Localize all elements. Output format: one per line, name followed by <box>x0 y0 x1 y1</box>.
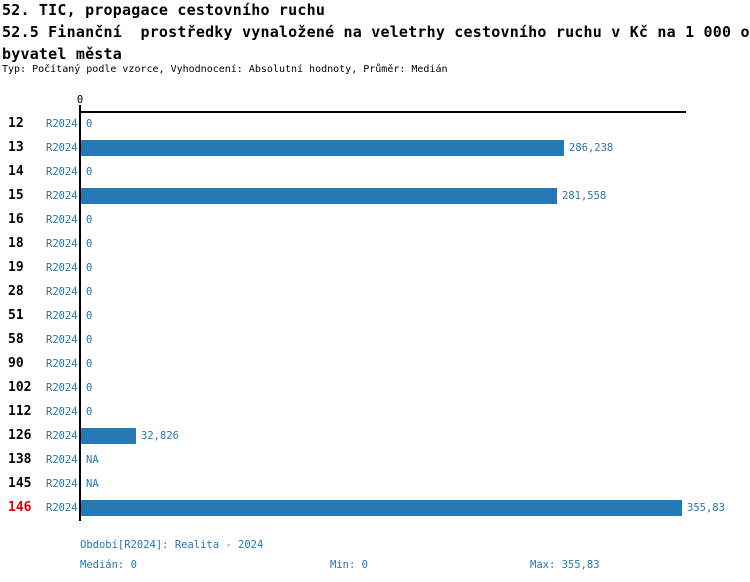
row-bar <box>81 188 557 204</box>
chart-row: 145 R2024 NA <box>0 472 750 496</box>
chart-row: 14 R2024 0 <box>0 160 750 184</box>
page-title-line-2: 52.5 Finanční prostředky vynaložené na v… <box>2 23 750 41</box>
footer-max-stat: Max: 355,83 <box>530 559 600 571</box>
row-value-label: 0 <box>86 406 93 418</box>
row-id-label: 12 <box>8 116 24 131</box>
footer-period-label: Období[R2024]: Realita - 2024 <box>80 539 264 551</box>
row-id-label: 145 <box>8 476 32 491</box>
row-period-label: R2024 <box>46 406 78 418</box>
y-axis-line <box>79 105 81 521</box>
row-bar <box>81 140 564 156</box>
row-id-label: 28 <box>8 284 24 299</box>
row-id-label: 102 <box>8 380 32 395</box>
row-period-label: R2024 <box>46 214 78 226</box>
chart-row: 102 R2024 0 <box>0 376 750 400</box>
row-period-label: R2024 <box>46 502 78 514</box>
chart-row: 90 R2024 0 <box>0 352 750 376</box>
row-id-label: 14 <box>8 164 24 179</box>
row-value-label: NA <box>86 454 99 466</box>
row-id-label: 16 <box>8 212 24 227</box>
chart-row: 12 R2024 0 <box>0 112 750 136</box>
row-period-label: R2024 <box>46 358 78 370</box>
chart-row: 126 R2024 32,826 <box>0 424 750 448</box>
row-value-label: 0 <box>86 166 93 178</box>
row-period-label: R2024 <box>46 190 78 202</box>
row-period-label: R2024 <box>46 430 78 442</box>
page-title-line-3: byvatel města <box>2 45 122 63</box>
row-period-label: R2024 <box>46 166 78 178</box>
row-value-label: 355,83 <box>687 502 725 514</box>
indicator-subtitle: Typ: Počítaný podle vzorce, Vyhodnocení:… <box>2 64 448 75</box>
row-value-label: 0 <box>86 382 93 394</box>
row-id-label: 13 <box>8 140 24 155</box>
row-period-label: R2024 <box>46 478 78 490</box>
row-period-label: R2024 <box>46 142 78 154</box>
row-value-label: 0 <box>86 214 93 226</box>
chart-row: 16 R2024 0 <box>0 208 750 232</box>
footer-min-stat: Min: 0 <box>330 559 368 571</box>
row-id-label: 58 <box>8 332 24 347</box>
row-period-label: R2024 <box>46 334 78 346</box>
chart-row: 19 R2024 0 <box>0 256 750 280</box>
row-id-label: 90 <box>8 356 24 371</box>
chart-row: 15 R2024 281,558 <box>0 184 750 208</box>
row-period-label: R2024 <box>46 286 78 298</box>
row-period-label: R2024 <box>46 310 78 322</box>
row-id-label: 126 <box>8 428 32 443</box>
chart-row: 58 R2024 0 <box>0 328 750 352</box>
x-axis-tick-label-zero: 0 <box>76 94 84 106</box>
row-id-label: 51 <box>8 308 24 323</box>
chart-row: 28 R2024 0 <box>0 280 750 304</box>
row-id-label: 138 <box>8 452 32 467</box>
x-axis-line <box>80 111 686 113</box>
row-period-label: R2024 <box>46 118 78 130</box>
row-bar <box>81 500 682 516</box>
row-id-label: 146 <box>8 500 32 515</box>
chart-row: 112 R2024 0 <box>0 400 750 424</box>
row-value-label: 286,238 <box>569 142 614 154</box>
row-id-label: 19 <box>8 260 24 275</box>
row-id-label: 15 <box>8 188 24 203</box>
row-value-label: 32,826 <box>141 430 179 442</box>
row-id-label: 112 <box>8 404 32 419</box>
footer-median-stat: Medián: 0 <box>80 559 137 571</box>
row-period-label: R2024 <box>46 262 78 274</box>
chart-row: 146 R2024 355,83 <box>0 496 750 520</box>
row-bar <box>81 428 136 444</box>
row-value-label: 0 <box>86 334 93 346</box>
row-value-label: 0 <box>86 310 93 322</box>
chart-row: 13 R2024 286,238 <box>0 136 750 160</box>
row-value-label: 0 <box>86 286 93 298</box>
row-value-label: NA <box>86 478 99 490</box>
row-period-label: R2024 <box>46 454 78 466</box>
row-value-label: 0 <box>86 358 93 370</box>
page-title-line-1: 52. TIC, propagace cestovního ruchu <box>2 1 326 19</box>
row-period-label: R2024 <box>46 238 78 250</box>
row-period-label: R2024 <box>46 382 78 394</box>
row-id-label: 18 <box>8 236 24 251</box>
chart-row: 138 R2024 NA <box>0 448 750 472</box>
row-value-label: 0 <box>86 238 93 250</box>
chart-row: 51 R2024 0 <box>0 304 750 328</box>
row-value-label: 0 <box>86 262 93 274</box>
chart-row: 18 R2024 0 <box>0 232 750 256</box>
row-value-label: 281,558 <box>562 190 607 202</box>
row-value-label: 0 <box>86 118 93 130</box>
